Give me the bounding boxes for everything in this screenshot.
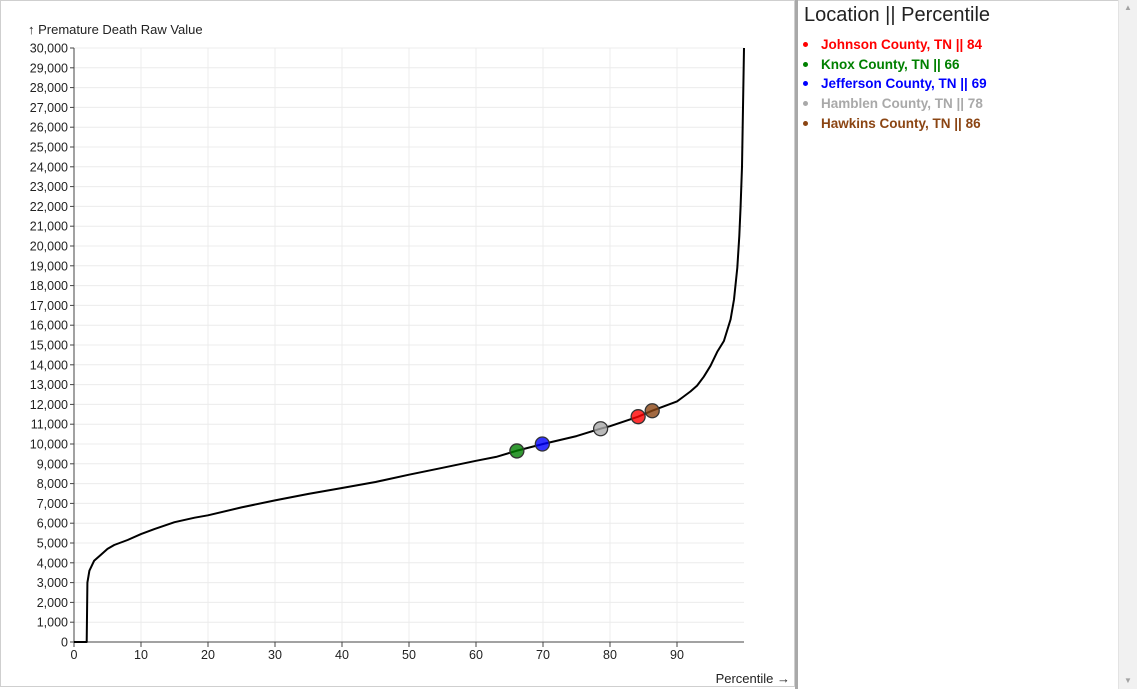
legend-item: Hawkins County, TN || 86: [803, 113, 987, 133]
highlight-points: [509, 403, 660, 459]
bullet-icon: [803, 81, 808, 87]
y-tick-label: 28,000: [30, 81, 68, 95]
highlight-point[interactable]: [534, 436, 550, 452]
y-tick-label: 2,000: [37, 596, 68, 610]
y-tick-label: 30,000: [30, 42, 68, 56]
y-tick-label: 26,000: [30, 121, 68, 135]
y-tick-label: 18,000: [30, 279, 68, 293]
vertical-scrollbar[interactable]: ▲ ▼: [1118, 0, 1137, 689]
legend-item: Hamblen County, TN || 78: [803, 94, 987, 114]
bullet-icon: [803, 42, 808, 48]
y-tick-label: 11,000: [31, 418, 68, 432]
highlight-point[interactable]: [644, 403, 660, 419]
grid-lines: [73, 47, 744, 643]
y-tick-label: 6,000: [37, 517, 68, 531]
x-tick-label: 70: [536, 648, 550, 662]
percentile-chart: 0 1,000 2,000 3,000 4,000 5,000 6,000 7,000 8,00…: [28, 22, 790, 686]
y-tick-label: 17,000: [30, 299, 68, 313]
y-tick-label: 16,000: [30, 319, 68, 333]
triangle-down-icon[interactable]: ▼: [1124, 676, 1132, 685]
triangle-up-icon[interactable]: ▲: [1124, 3, 1132, 12]
legend-item-label: Johnson County, TN || 84: [821, 37, 983, 53]
legend-item-label: Hawkins County, TN || 86: [821, 115, 981, 131]
y-tick-label: 3,000: [37, 576, 68, 590]
bullet-icon: [803, 61, 808, 67]
legend-item-label: Hamblen County, TN || 78: [821, 96, 983, 112]
legend-item-label: Jefferson County, TN || 69: [821, 76, 987, 92]
y-tick-label: 8,000: [37, 477, 68, 491]
y-tick-label: 4,000: [37, 556, 68, 570]
y-tick-label: 23,000: [30, 180, 68, 194]
y-tick-label: 19,000: [30, 259, 68, 273]
y-tick-label: 12,000: [30, 398, 68, 412]
y-tick-label: 22,000: [30, 200, 68, 214]
y-tick-label: 25,000: [30, 141, 68, 155]
y-axis-title: ↑ Premature Death Raw Value: [28, 22, 203, 37]
legend-item-label: Knox County, TN || 66: [821, 56, 960, 72]
panel-divider[interactable]: [795, 0, 798, 689]
y-tick-label: 20,000: [30, 240, 68, 254]
y-tick-label: 7,000: [37, 497, 68, 511]
axes: 0 1,000 2,000 3,000 4,000 5,000 6,000 7,000 8,00…: [30, 42, 744, 662]
highlight-point[interactable]: [592, 421, 609, 437]
x-axis-title: Percentile →: [716, 671, 790, 686]
y-tick-label: 1,000: [37, 616, 68, 630]
x-tick-label: 50: [402, 648, 416, 662]
legend-panel: Location || Percentile Johnson County, T…: [798, 0, 1118, 689]
x-tick-label: 90: [670, 648, 684, 662]
x-tick-label: 40: [335, 648, 349, 662]
y-tick-label: 15,000: [30, 339, 68, 353]
legend-item: Jefferson County, TN || 69: [803, 74, 987, 94]
y-tick-label: 9,000: [37, 457, 68, 471]
y-tick-label: 24,000: [30, 160, 68, 174]
y-tick-label: 10,000: [30, 438, 68, 452]
chart-panel: 0 1,000 2,000 3,000 4,000 5,000 6,000 7,000 8,00…: [0, 0, 795, 687]
x-tick-label: 60: [469, 648, 483, 662]
legend-item: Knox County, TN || 66: [803, 55, 987, 75]
y-tick-label: 21,000: [30, 220, 68, 234]
highlight-point[interactable]: [509, 443, 525, 459]
legend-title: Location || Percentile: [804, 4, 991, 26]
legend-item: Johnson County, TN || 84: [803, 35, 987, 55]
y-tick-label: 0: [61, 636, 68, 650]
y-tick-label: 5,000: [37, 537, 68, 551]
y-tick-label: 29,000: [30, 61, 68, 75]
y-tick-label: 27,000: [30, 101, 68, 115]
x-tick-label: 80: [603, 648, 617, 662]
x-tick-label: 0: [71, 648, 78, 662]
x-tick-label: 20: [201, 648, 215, 662]
highlight-point[interactable]: [630, 409, 646, 425]
y-tick-label: 13,000: [30, 378, 68, 392]
x-tick-label: 30: [268, 648, 282, 662]
legend-list: Johnson County, TN || 84 Knox County, TN …: [803, 35, 987, 133]
x-tick-label: 10: [134, 648, 148, 662]
bullet-icon: [803, 120, 808, 126]
y-tick-label: 14,000: [30, 358, 68, 372]
bullet-icon: [803, 101, 808, 107]
